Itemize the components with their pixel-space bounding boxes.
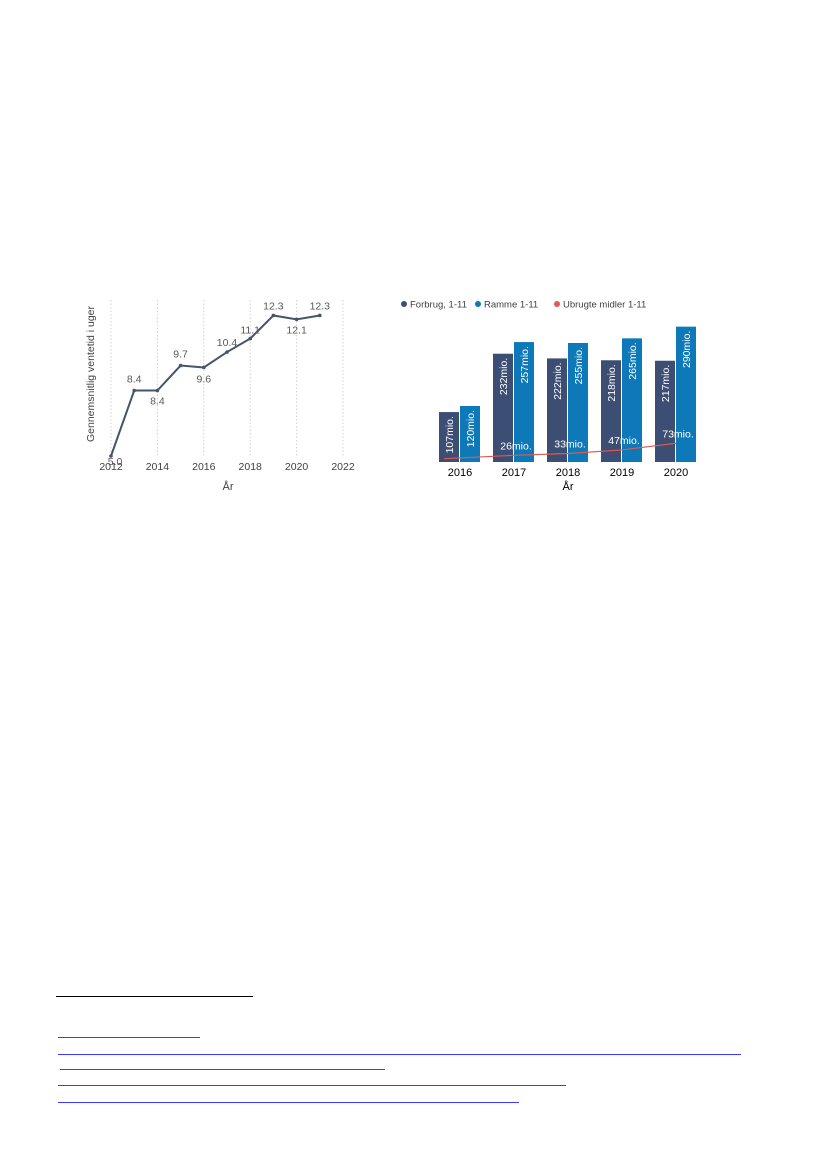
bar-1-2016 — [460, 406, 480, 462]
data-label-2018: 11.1 — [240, 325, 260, 337]
x-tick-2012: 2012 — [99, 461, 123, 473]
legend-marker-2 — [554, 301, 560, 307]
line-label-2018: 33mio. — [554, 439, 586, 451]
data-label-2015: 9.7 — [173, 349, 188, 361]
point-2013 — [132, 388, 136, 393]
data-label-2012: 5.0 — [108, 456, 123, 468]
bar-label-1-2017: 257mio. — [519, 346, 531, 383]
x-tick-labels: 2016 2017 2018 2019 2020 — [448, 467, 688, 479]
point-2015 — [178, 363, 183, 368]
x-tick-2018: 2018 — [556, 467, 580, 479]
footnote-link-5[interactable] — [58, 1102, 519, 1103]
point-2019 — [271, 313, 276, 318]
x-tick-2022: 2022 — [331, 461, 355, 473]
x-tick-2016: 2016 — [448, 467, 472, 479]
bar-0-2020 — [655, 360, 675, 462]
point-2018 — [248, 336, 252, 341]
data-label-2017: 10.4 — [217, 337, 238, 349]
bar-label-0-2016: 107mio. — [444, 416, 456, 453]
x-axis-label: År — [563, 480, 574, 493]
point-2017 — [225, 350, 229, 354]
budget-bar-chart-svg: Forbrug, 1-11 Ramme 1-11 Ubrugte midler 1-… — [401, 300, 696, 493]
legend-marker-0 — [401, 301, 407, 307]
bar-0-2016 — [439, 412, 459, 462]
grid-lines — [110, 300, 344, 456]
legend-marker-1 — [475, 301, 481, 307]
data-labels-layer: 5.0 8.4 8.4 9.7 9.6 10.411.1 12.312.112.3 — [108, 300, 330, 468]
waiting-time-line-chart-svg: 5.0 8.4 8.4 9.7 9.6 10.411.1 12.312.112.3 2012… — [85, 300, 355, 493]
point-2020 — [294, 317, 299, 322]
line-label-2020: 73mio. — [662, 428, 694, 440]
x-tick-2019: 2019 — [610, 467, 634, 479]
bar-labels-layer: 107mio. 120mio. 232mio. 257mio. 222mio. 255mi… — [444, 331, 694, 454]
legend: Forbrug, 1-11 Ramme 1-11 Ubrugte midler 1-… — [401, 300, 646, 311]
footnote-link-3[interactable] — [60, 1069, 385, 1070]
bar-1-2017 — [514, 342, 534, 462]
bar-label-1-2016: 120mio. — [465, 410, 477, 447]
unused-funds-line-layer — [443, 442, 677, 460]
data-label-2016: 9.6 — [196, 373, 211, 385]
bar-label-0-2017: 232mio. — [498, 358, 510, 395]
bar-label-0-2018: 222mio. — [552, 362, 564, 399]
point-2016 — [202, 365, 206, 370]
y-axis-label: Gennemsnitlig ventetid i uger — [85, 306, 97, 442]
data-label-2014: 8.4 — [150, 396, 165, 408]
bar-label-0-2020: 217mio. — [660, 365, 672, 402]
data-label-2020: 12.1 — [286, 324, 307, 336]
line-label-2017: 26mio. — [500, 440, 532, 452]
series-line-layer — [110, 314, 320, 457]
point-2021 — [318, 313, 322, 318]
footnote-link-1[interactable] — [58, 1037, 200, 1038]
series-line — [110, 314, 320, 457]
x-tick-2016: 2016 — [192, 461, 216, 473]
line-label-2019: 47mio. — [608, 435, 640, 447]
legend-label-0: Forbrug, 1-11 — [410, 300, 467, 311]
bar-label-0-2019: 218mio. — [606, 364, 618, 401]
bar-label-1-2019: 265mio. — [627, 342, 639, 379]
legend-label-2: Ubrugte midler 1-11 — [563, 300, 646, 311]
bars-layer — [439, 326, 696, 462]
footnote-link-2[interactable] — [58, 1054, 741, 1055]
bar-1-2018 — [568, 343, 588, 462]
waiting-time-line-chart: 5.0 8.4 8.4 9.7 9.6 10.4 11.1 12.3 12.1 12.3 2012… — [80, 296, 360, 496]
bar-0-2017 — [493, 353, 513, 462]
x-tick-2020: 2020 — [285, 461, 309, 473]
unused-funds-line — [443, 442, 677, 460]
legend-label-1: Ramme 1-11 — [484, 300, 538, 311]
data-label-2021: 12.3 — [310, 300, 331, 312]
bar-1-2019 — [622, 338, 642, 462]
x-tick-labels: 2012 2014 2016 2018 2020 2022 — [99, 461, 355, 473]
x-tick-2018: 2018 — [239, 461, 263, 473]
bar-0-2018 — [547, 358, 567, 462]
bar-0-2019 — [601, 360, 621, 462]
x-tick-2017: 2017 — [502, 467, 526, 479]
bar-label-1-2018: 255mio. — [573, 347, 585, 384]
budget-bar-chart: Forbrug, 1-11 Ramme 1-11 Ubrugte midler 1-… — [395, 293, 715, 496]
x-tick-2014: 2014 — [146, 461, 170, 473]
data-label-2019: 12.3 — [263, 300, 284, 312]
bar-1-2020 — [676, 326, 696, 462]
data-label-2013: 8.4 — [127, 374, 142, 386]
bar-label-1-2020: 290mio. — [681, 331, 693, 368]
points-layer — [109, 313, 322, 458]
footnote-separator — [56, 996, 253, 997]
point-2012 — [109, 454, 113, 458]
footnote-link-4[interactable] — [58, 1085, 566, 1086]
point-2014 — [155, 388, 160, 393]
x-axis-label: År — [223, 480, 234, 493]
x-tick-2020: 2020 — [664, 467, 688, 479]
